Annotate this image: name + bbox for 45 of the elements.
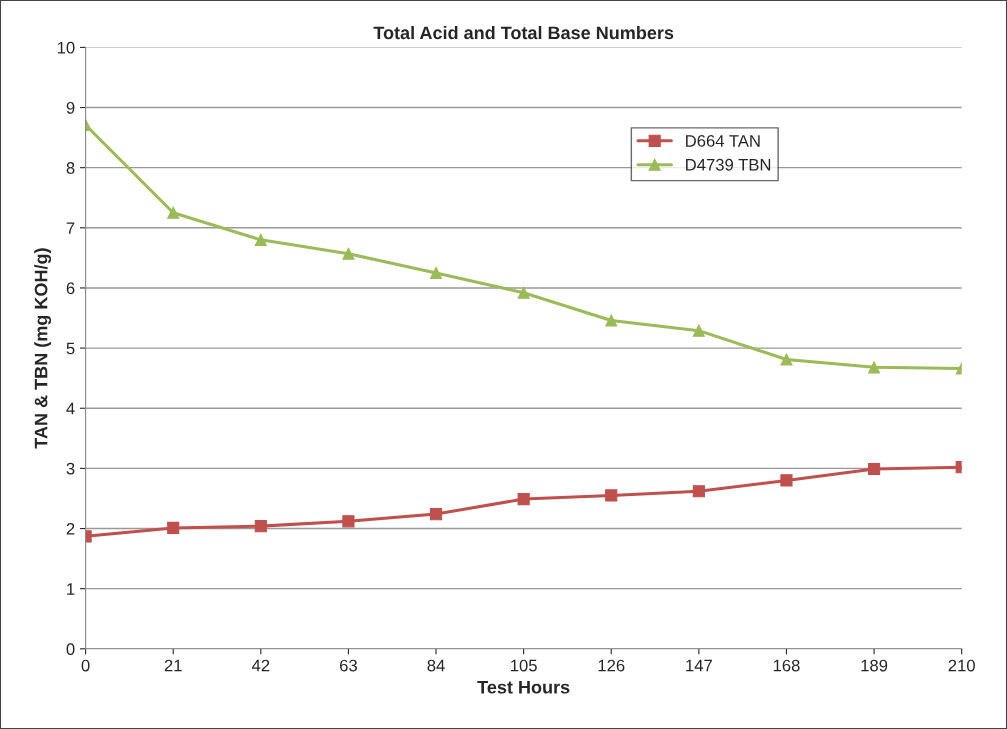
y-tick-label: 6 <box>66 282 75 295</box>
point <box>254 233 267 246</box>
y-axis-title: TAN & TBN (mg KOH/g) <box>34 248 52 449</box>
x-tick-label: 105 <box>511 659 537 672</box>
x-tick-label: 84 <box>427 659 445 672</box>
point <box>342 515 355 528</box>
y-tick-label: 2 <box>66 522 75 535</box>
x-tick-label: 0 <box>81 659 90 672</box>
point <box>517 492 530 506</box>
point <box>780 474 793 487</box>
x-tick-label: 168 <box>773 659 800 672</box>
point <box>780 353 793 366</box>
x-tick-label: 147 <box>686 659 712 672</box>
y-tick-label: 1 <box>67 583 75 595</box>
legend-label: D4739 TBN <box>686 158 771 171</box>
point <box>868 361 881 374</box>
point <box>167 206 180 219</box>
point <box>605 489 618 502</box>
point <box>429 508 443 521</box>
x-axis-title: Test Hours <box>477 680 570 694</box>
y-tick-label: 10 <box>57 41 75 54</box>
y-tick-label: 0 <box>66 643 75 656</box>
y-tick-label: 9 <box>66 101 75 114</box>
x-tick-label: 126 <box>598 659 625 672</box>
point <box>868 462 881 476</box>
point <box>517 286 530 299</box>
point <box>429 266 443 279</box>
chart-title: Total Acid and Total Base Numbers <box>373 25 674 40</box>
point <box>167 521 180 534</box>
x-tick-label: 42 <box>251 659 270 672</box>
point <box>605 314 618 327</box>
point <box>254 520 267 533</box>
x-tick-label: 189 <box>861 659 888 672</box>
y-tick-label: 7 <box>66 222 75 234</box>
legend-label: D664 TAN <box>686 135 760 147</box>
point <box>692 324 705 337</box>
y-tick-label: 5 <box>66 342 75 355</box>
x-tick-label: 21 <box>164 659 182 672</box>
x-tick-label: 63 <box>340 659 357 672</box>
x-tick-label: 210 <box>948 659 975 672</box>
y-tick-label: 8 <box>66 162 75 174</box>
y-tick-label: 4 <box>66 402 75 415</box>
y-tick-label: 3 <box>66 462 75 475</box>
point <box>692 485 705 498</box>
point <box>342 247 355 260</box>
